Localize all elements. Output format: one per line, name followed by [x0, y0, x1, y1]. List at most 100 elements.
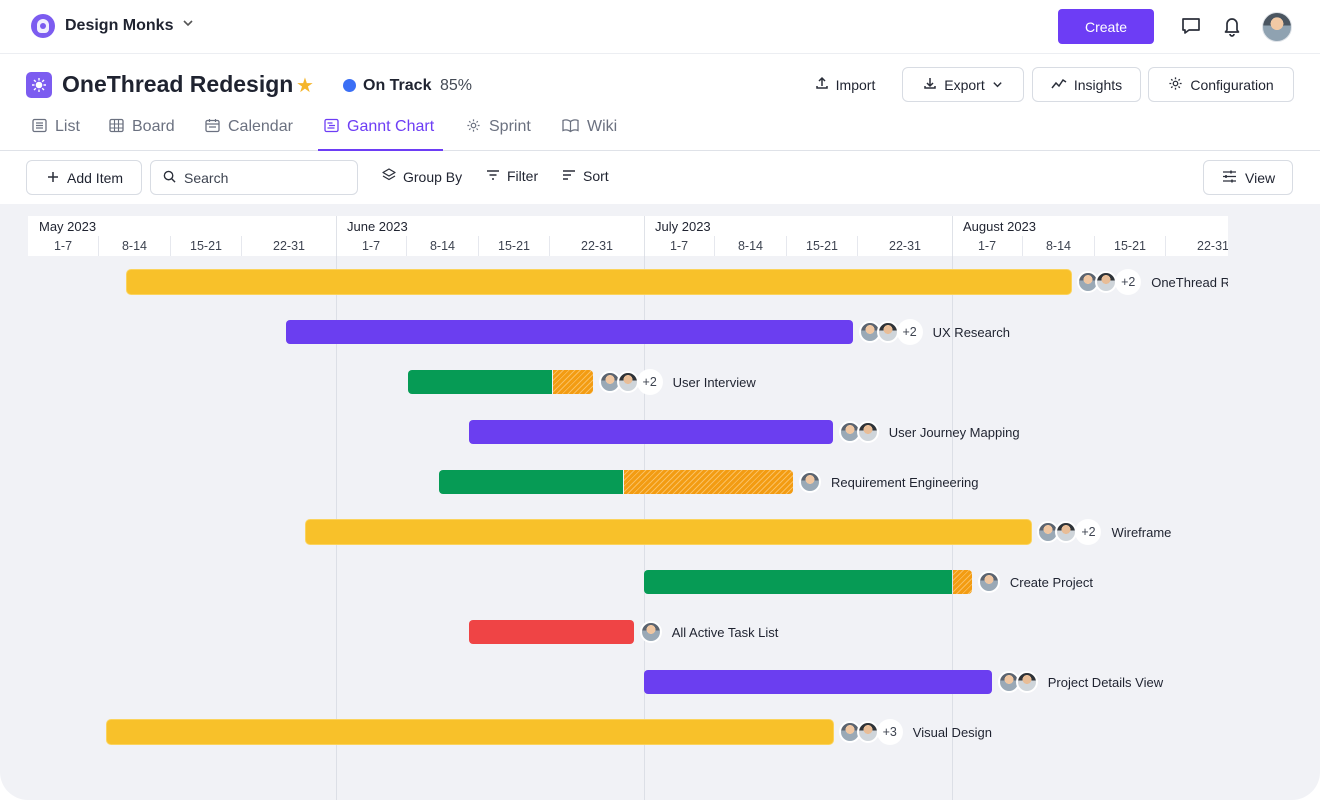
- group-by-button[interactable]: Group By: [382, 168, 462, 185]
- extra-assignees-count[interactable]: +2: [1115, 269, 1142, 295]
- extra-assignees-count[interactable]: +3: [876, 719, 903, 745]
- task-bar[interactable]: [107, 720, 833, 744]
- insights-button[interactable]: Insights: [1032, 67, 1141, 102]
- assignee-avatar[interactable]: [1095, 271, 1118, 293]
- chevron-down-icon: [992, 77, 1003, 93]
- filter-icon: [486, 168, 500, 184]
- status-label[interactable]: On Track: [363, 77, 432, 94]
- assignee-avatar[interactable]: [856, 721, 879, 743]
- week-tick-label: 8-14: [98, 236, 170, 256]
- plus-icon: [47, 170, 59, 186]
- export-label: Export: [944, 76, 985, 93]
- assignee-avatar[interactable]: [856, 421, 879, 443]
- task-assignees: Create Project: [977, 569, 1093, 595]
- assignee-avatar[interactable]: [799, 471, 822, 493]
- task-label[interactable]: User Interview: [672, 374, 756, 390]
- week-tick-label: 15-21: [1094, 236, 1165, 256]
- task-bar-overdue[interactable]: [552, 370, 593, 394]
- task-bar[interactable]: [286, 320, 853, 344]
- tab-label: Wiki: [587, 118, 618, 135]
- task-label[interactable]: OneThread Redesign: [1151, 274, 1228, 290]
- tab-board[interactable]: Board: [109, 118, 175, 151]
- task-bar[interactable]: [644, 670, 992, 694]
- star-icon[interactable]: ★: [296, 75, 314, 97]
- assignee-avatar[interactable]: [977, 571, 1000, 593]
- assignee-avatar[interactable]: [616, 371, 639, 393]
- extra-assignees-count[interactable]: +2: [636, 369, 663, 395]
- progress-percent: 85%: [440, 77, 473, 94]
- top-bar: Design Monks Create: [0, 0, 1320, 54]
- week-tick-label: 1-7: [977, 239, 997, 253]
- calendar-icon: [205, 118, 220, 138]
- import-label: Import: [835, 76, 876, 93]
- extra-assignees-count[interactable]: +2: [1075, 519, 1102, 545]
- sort-icon: [562, 168, 576, 184]
- create-button[interactable]: Create: [1058, 9, 1154, 44]
- assignee-avatar[interactable]: [639, 621, 662, 643]
- gantt-icon: [324, 118, 339, 138]
- assignee-avatar[interactable]: [1015, 671, 1038, 693]
- task-bar-overdue[interactable]: [953, 570, 972, 594]
- search-input[interactable]: [184, 169, 334, 186]
- task-assignees: Requirement Engineering: [799, 469, 978, 495]
- user-avatar[interactable]: [1262, 12, 1292, 42]
- tab-gantt-chart[interactable]: Gannt Chart: [318, 118, 443, 151]
- task-bar[interactable]: [469, 620, 634, 644]
- gear-icon: [1168, 76, 1183, 94]
- export-button[interactable]: Export: [902, 67, 1024, 102]
- project-icon: [26, 72, 52, 98]
- bell-icon[interactable]: [1220, 14, 1244, 38]
- add-item-button[interactable]: Add Item: [26, 160, 142, 195]
- sprint-icon: [466, 118, 481, 138]
- task-label[interactable]: UX Research: [932, 324, 1010, 340]
- task-assignees: User Journey Mapping: [838, 419, 1020, 445]
- task-bar[interactable]: [306, 520, 1032, 544]
- tab-list[interactable]: List: [32, 118, 80, 151]
- tab-label: List: [55, 118, 80, 135]
- status-dot-icon: [343, 79, 356, 92]
- project-title: OneThread Redesign: [62, 71, 294, 97]
- assignee-avatar[interactable]: [876, 321, 899, 343]
- configuration-label: Configuration: [1190, 76, 1274, 93]
- task-label[interactable]: Create Project: [1009, 574, 1093, 590]
- workspace-name[interactable]: Design Monks: [65, 17, 174, 34]
- download-icon: [923, 76, 937, 93]
- upload-icon: [815, 76, 829, 93]
- tab-wiki[interactable]: Wiki: [562, 118, 617, 151]
- week-tick-label: 15-21: [786, 236, 857, 256]
- import-button[interactable]: Import: [808, 67, 882, 102]
- task-bar[interactable]: [407, 370, 552, 394]
- tab-sprint[interactable]: Sprint: [466, 118, 531, 151]
- search-box[interactable]: [150, 160, 358, 195]
- filter-label: Filter: [507, 168, 539, 184]
- chevron-down-icon[interactable]: [182, 17, 194, 32]
- task-label[interactable]: Project Details View: [1047, 674, 1164, 690]
- tab-label: Board: [132, 118, 175, 135]
- filter-button[interactable]: Filter: [486, 168, 538, 184]
- task-bar[interactable]: [469, 420, 833, 444]
- task-assignees: All Active Task List: [639, 619, 779, 645]
- task-label[interactable]: Visual Design: [912, 724, 993, 740]
- task-bar[interactable]: [438, 470, 624, 494]
- task-bar[interactable]: [127, 270, 1072, 294]
- extra-assignees-count[interactable]: +2: [896, 319, 923, 345]
- task-label[interactable]: Wireframe: [1111, 524, 1172, 540]
- chat-icon[interactable]: [1179, 14, 1203, 38]
- week-tick-label: 8-14: [1022, 236, 1094, 256]
- tab-calendar[interactable]: Calendar: [205, 118, 293, 151]
- assignee-avatar[interactable]: [1055, 521, 1078, 543]
- task-bar[interactable]: [644, 570, 952, 594]
- task-label[interactable]: Requirement Engineering: [831, 474, 979, 490]
- view-tabs: List Board Calendar Gannt Chart Sprint W…: [0, 108, 1320, 151]
- configuration-button[interactable]: Configuration: [1148, 67, 1294, 102]
- task-label[interactable]: All Active Task List: [671, 624, 779, 640]
- month-divider: [336, 216, 337, 256]
- task-label[interactable]: User Journey Mapping: [888, 424, 1020, 440]
- task-bar-overdue[interactable]: [624, 470, 794, 494]
- sort-button[interactable]: Sort: [562, 168, 609, 184]
- task-assignees: +2 UX Research: [858, 319, 1010, 345]
- view-button[interactable]: View: [1203, 160, 1293, 195]
- tab-label: Sprint: [489, 118, 531, 135]
- workspace-logo-icon[interactable]: [31, 14, 55, 38]
